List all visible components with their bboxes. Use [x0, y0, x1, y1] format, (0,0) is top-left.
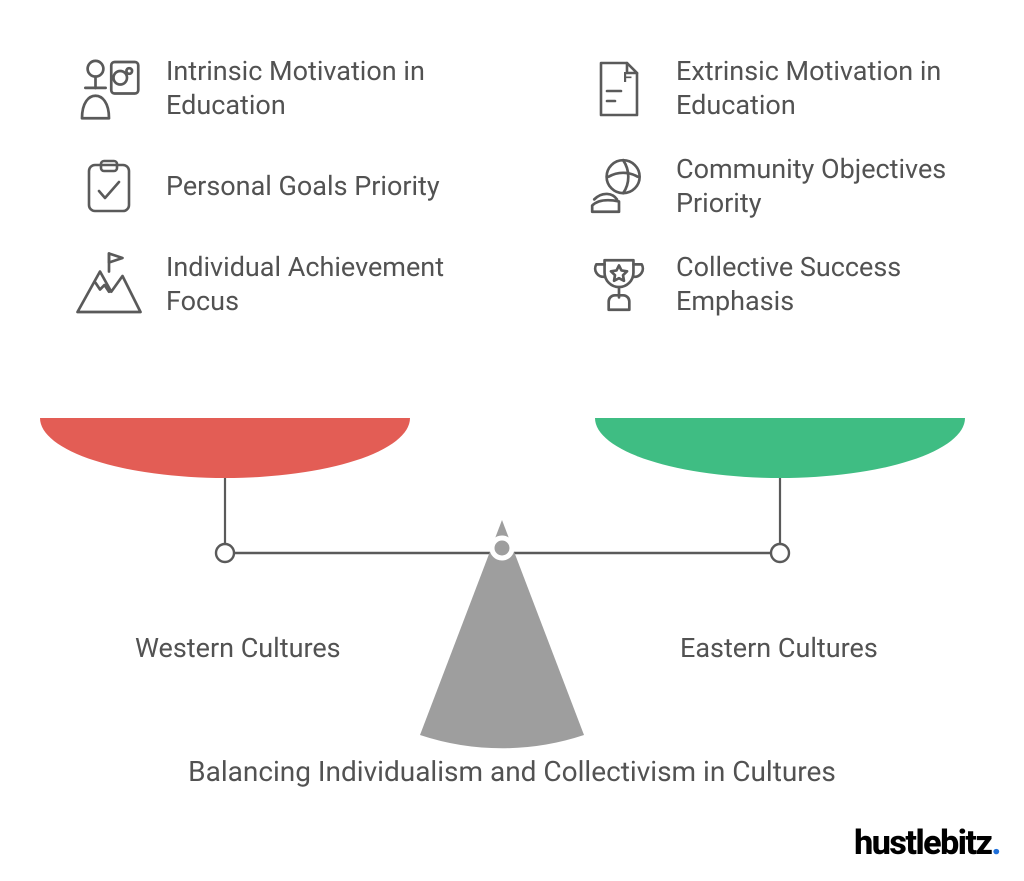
feature-item: Collective Success Emphasis	[580, 246, 960, 324]
brand-name: hustlebitz	[854, 823, 991, 863]
main-caption: Balancing Individualism and Collectivism…	[0, 755, 1024, 788]
feature-item: Individual Achievement Focus	[70, 246, 450, 324]
feature-text: Community Objectives Priority	[676, 153, 960, 221]
feature-text: Personal Goals Priority	[166, 170, 440, 204]
right-feature-column: F Extrinsic Motivation in Education Comm…	[580, 50, 960, 344]
report-icon: F	[580, 50, 658, 128]
left-pan	[40, 418, 410, 478]
mountain-icon	[70, 246, 148, 324]
fulcrum	[420, 520, 584, 748]
globe-icon	[580, 148, 658, 226]
feature-item: Intrinsic Motivation in Education	[70, 50, 450, 128]
feature-text: Intrinsic Motivation in Education	[166, 55, 450, 123]
feature-text: Individual Achievement Focus	[166, 251, 450, 319]
right-side-label: Eastern Cultures	[680, 632, 878, 664]
right-pan	[595, 418, 965, 478]
artist-icon	[70, 50, 148, 128]
left-feature-column: Intrinsic Motivation in Education Person…	[70, 50, 450, 344]
checklist-icon	[70, 148, 148, 226]
feature-text: Extrinsic Motivation in Education	[676, 55, 960, 123]
svg-text:F: F	[623, 69, 632, 86]
brand-dot: .	[991, 823, 1000, 863]
feature-text: Collective Success Emphasis	[676, 251, 960, 319]
feature-item: F Extrinsic Motivation in Education	[580, 50, 960, 128]
left-side-label: Western Cultures	[135, 632, 341, 664]
trophy-icon	[580, 246, 658, 324]
canvas: Intrinsic Motivation in Education Person…	[0, 0, 1024, 881]
brand-logo: hustlebitz.	[854, 823, 1000, 863]
feature-item: Personal Goals Priority	[70, 148, 450, 226]
feature-item: Community Objectives Priority	[580, 148, 960, 226]
